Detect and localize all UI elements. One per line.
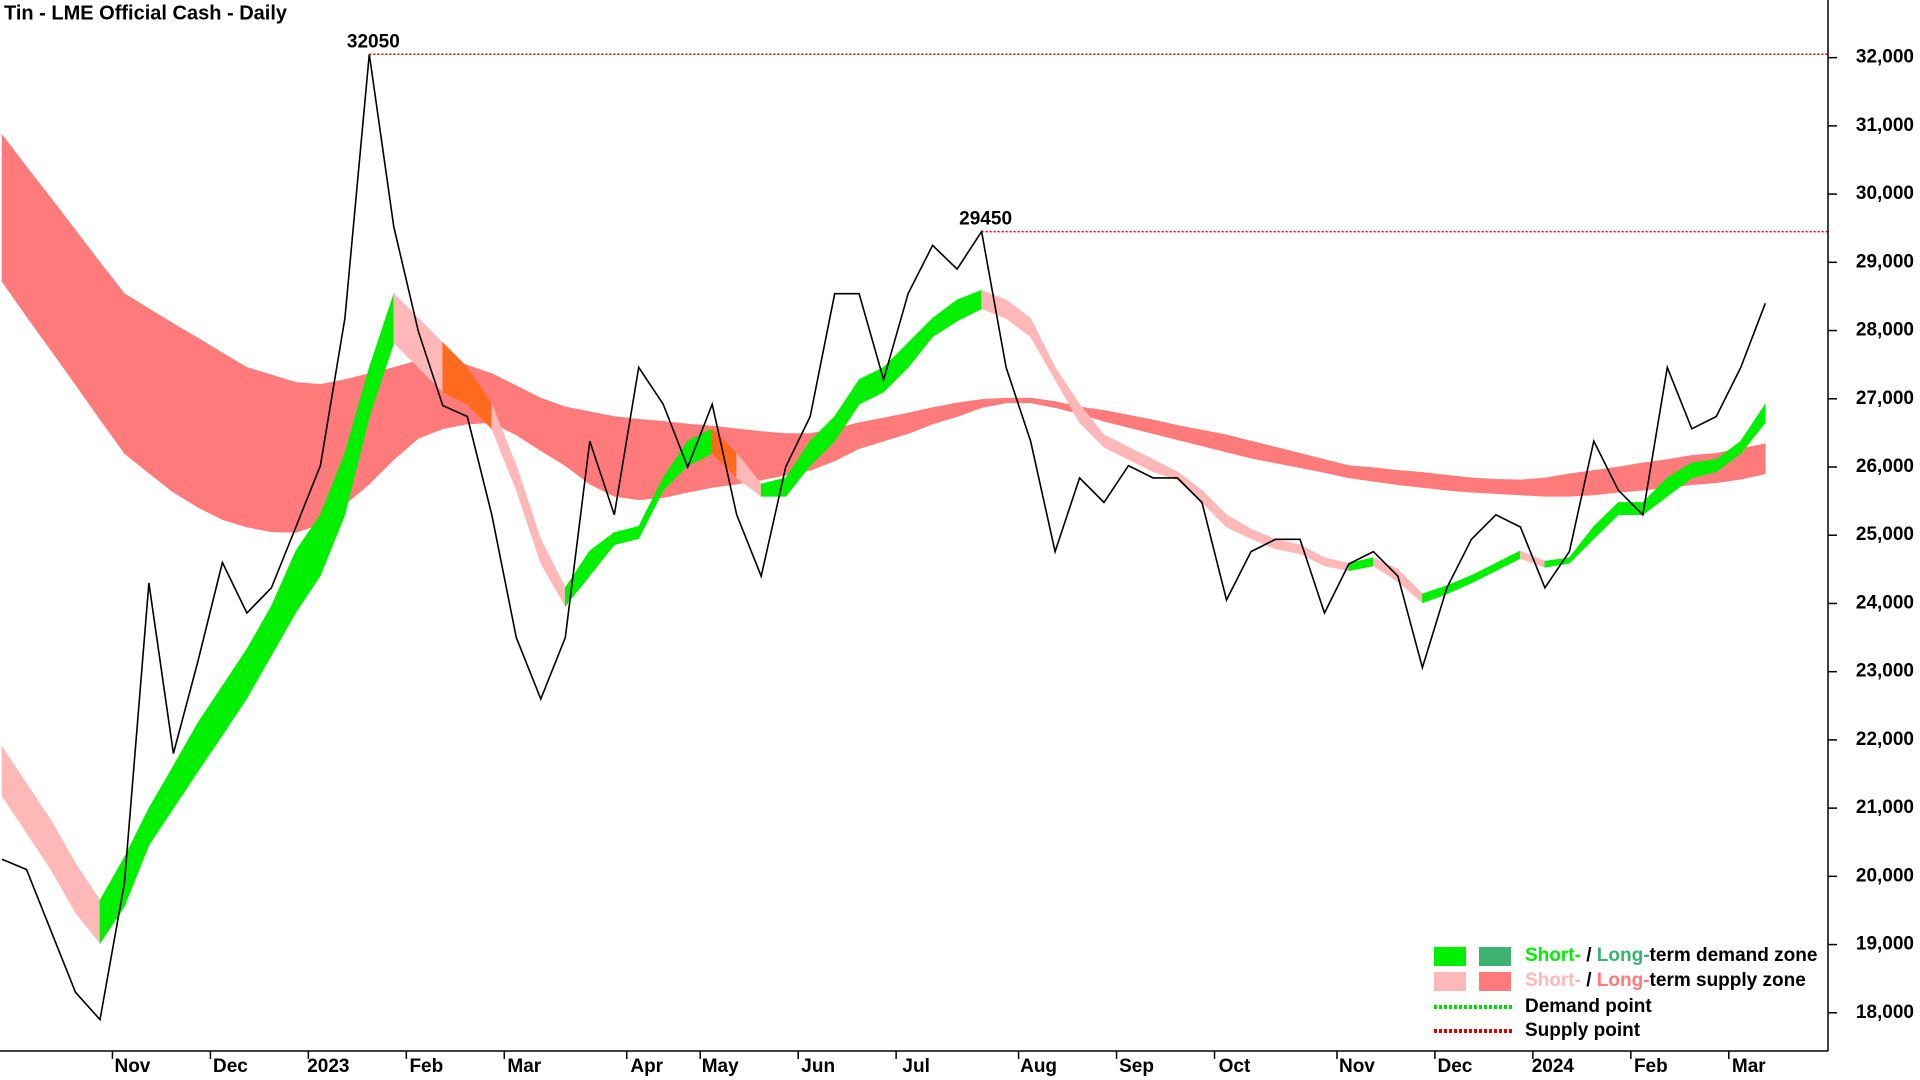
y-tick-label: 26,000: [1856, 456, 1914, 477]
long-term-band: [1593, 466, 1619, 496]
x-tick-label: Jun: [801, 1056, 835, 1077]
legend-text: /: [1581, 945, 1597, 966]
plot: 32050 29450: [1, 31, 1828, 1022]
long-term-band: [1471, 477, 1497, 494]
y-tick-label: 30,000: [1856, 183, 1914, 204]
legend-label: Demand point: [1525, 996, 1652, 1017]
long-term-band: [271, 374, 297, 533]
long-term-band: [1397, 470, 1423, 488]
x-tick-label: Nov: [1339, 1056, 1375, 1077]
long-term-band: [1446, 474, 1472, 493]
y-tick-label: 22,000: [1856, 729, 1914, 750]
long-term-band: [1520, 477, 1546, 497]
legend-text: Short-: [1525, 970, 1581, 991]
legend-text: Short-: [1525, 945, 1581, 966]
legend-label: Short- / Long-term supply zone: [1525, 970, 1806, 991]
x-tick-label: Nov: [114, 1056, 150, 1077]
long-term-band: [222, 352, 248, 528]
y-tick-label: 28,000: [1856, 320, 1914, 341]
x-tick-label: Aug: [1020, 1056, 1057, 1077]
long-term-band: [124, 293, 150, 474]
legend-text: term demand zone: [1650, 945, 1818, 966]
peak-label: 32050: [347, 31, 400, 52]
y-tick-label: 29,000: [1856, 251, 1914, 272]
y-tick-label: 18,000: [1856, 1002, 1914, 1023]
y-tick-label: 31,000: [1856, 115, 1914, 136]
x-tick-label: Sep: [1119, 1056, 1154, 1077]
x-tick-label: Apr: [630, 1056, 663, 1077]
short-term-band: [1618, 502, 1644, 516]
y-tick-label: 21,000: [1856, 797, 1914, 818]
y-tick-label: 27,000: [1856, 388, 1914, 409]
long-term-band: [760, 431, 786, 481]
long-term-band: [295, 382, 321, 533]
legend-swatch: [1434, 947, 1466, 966]
long-term-band: [1569, 470, 1595, 497]
legend-text: Long-: [1597, 945, 1650, 966]
long-term-band: [1495, 478, 1521, 496]
long-term-band: [148, 308, 174, 493]
legend-label: Supply point: [1525, 1020, 1641, 1041]
y-tick-label: 24,000: [1856, 592, 1914, 613]
peak-label: 29450: [959, 209, 1012, 230]
y-tick-label: 25,000: [1856, 524, 1914, 545]
x-tick-label: Feb: [409, 1056, 443, 1077]
x-tick-label: May: [702, 1056, 739, 1077]
x-tick-label: Jul: [902, 1056, 929, 1077]
long-term-band: [246, 366, 272, 533]
legend-text: term supply zone: [1650, 970, 1806, 991]
long-term-band: [613, 416, 640, 501]
long-term-band: [1618, 462, 1644, 493]
long-term-band: [1422, 472, 1448, 491]
y-tick-label: 32,000: [1856, 47, 1914, 68]
x-tick-label: Feb: [1634, 1056, 1668, 1077]
legend-swatch: [1479, 947, 1511, 966]
x-tick-label: 2023: [307, 1056, 349, 1077]
x-tick-label: Oct: [1219, 1056, 1251, 1077]
long-term-band: [173, 323, 199, 508]
legend-label: Short- / Long-term demand zone: [1525, 945, 1817, 966]
x-tick-label: Dec: [213, 1056, 248, 1077]
legend-swatch: [1434, 972, 1466, 991]
bands: [1, 133, 1766, 945]
short-term-band: [1740, 403, 1766, 455]
x-tick-label: 2024: [1532, 1056, 1575, 1077]
x-tick-label: Mar: [1732, 1056, 1766, 1077]
long-term-band: [197, 337, 223, 521]
long-term-band: [1544, 473, 1570, 497]
legend-text: Long-: [1597, 970, 1650, 991]
price-line: [1, 54, 1767, 1022]
long-term-band: [99, 261, 125, 455]
legend-swatch: [1479, 972, 1511, 991]
chart-title: Tin - LME Official Cash - Daily: [4, 2, 288, 24]
x-tick-label: Dec: [1437, 1056, 1472, 1077]
long-term-band: [1740, 443, 1766, 480]
y-tick-label: 19,000: [1856, 934, 1914, 955]
y-tick-label: 20,000: [1856, 865, 1914, 886]
legend-text: /: [1581, 970, 1597, 991]
y-tick-label: 23,000: [1856, 661, 1914, 682]
x-tick-label: Mar: [507, 1056, 541, 1077]
